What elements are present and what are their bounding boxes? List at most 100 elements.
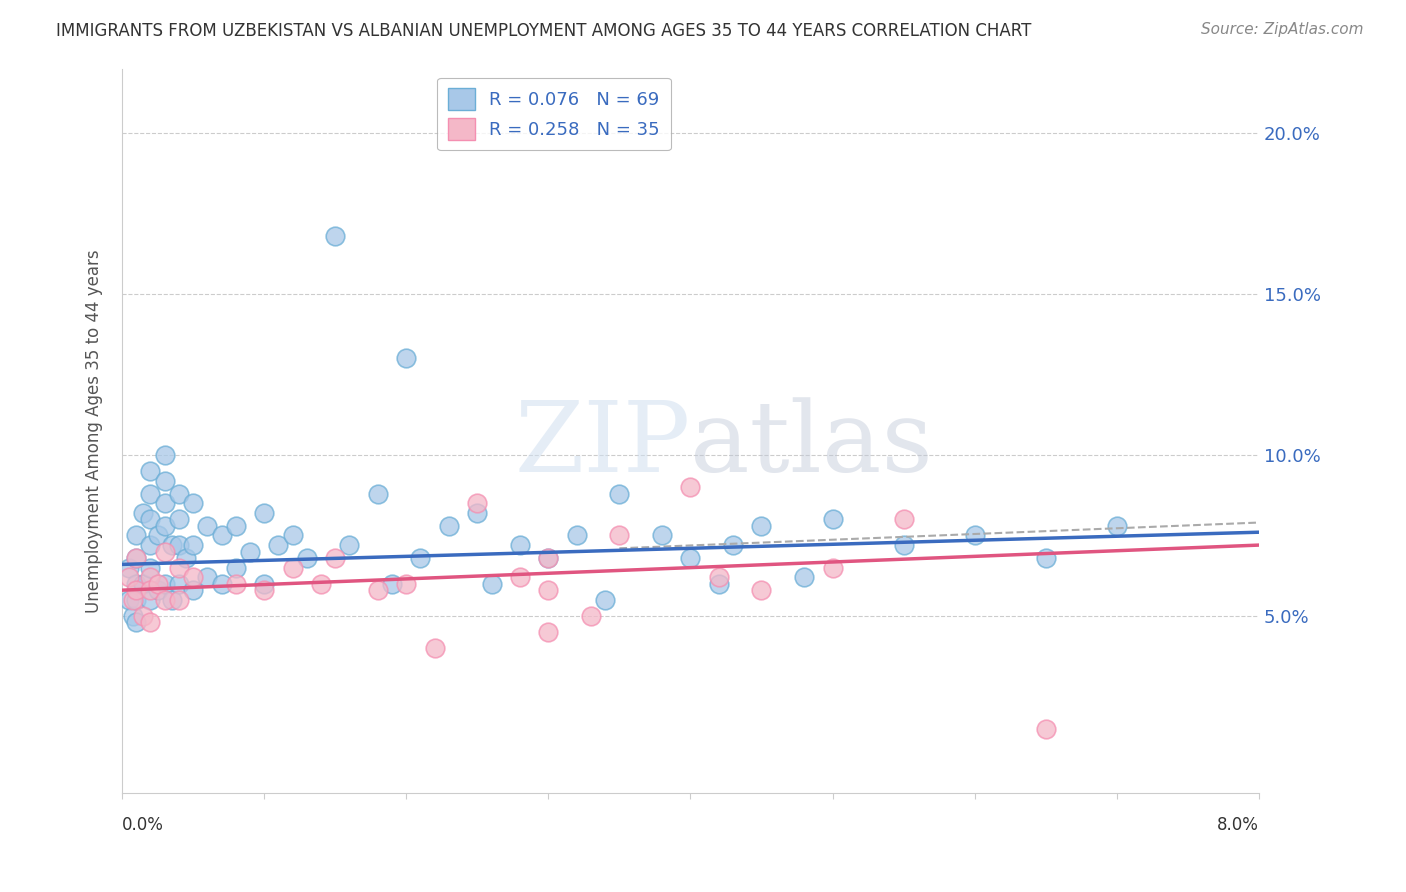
Point xyxy=(139,512,162,526)
Point xyxy=(139,486,162,500)
Point xyxy=(1035,551,1057,566)
Point xyxy=(146,528,169,542)
Point xyxy=(751,583,773,598)
Point xyxy=(122,609,145,624)
Point xyxy=(793,570,815,584)
Point xyxy=(125,583,148,598)
Point xyxy=(707,576,730,591)
Text: IMMIGRANTS FROM UZBEKISTAN VS ALBANIAN UNEMPLOYMENT AMONG AGES 35 TO 44 YEARS CO: IMMIGRANTS FROM UZBEKISTAN VS ALBANIAN U… xyxy=(56,22,1032,40)
Point xyxy=(323,229,346,244)
Point xyxy=(423,641,446,656)
Point xyxy=(195,570,218,584)
Point xyxy=(893,512,915,526)
Point xyxy=(465,506,488,520)
Point xyxy=(160,592,183,607)
Point xyxy=(139,560,162,574)
Point xyxy=(409,551,432,566)
Point xyxy=(323,551,346,566)
Point xyxy=(132,506,155,520)
Point xyxy=(153,544,176,558)
Point xyxy=(225,560,247,574)
Point xyxy=(118,560,141,574)
Point xyxy=(537,583,560,598)
Point xyxy=(132,609,155,624)
Point xyxy=(118,570,141,584)
Point xyxy=(125,592,148,607)
Point xyxy=(132,576,155,591)
Text: atlas: atlas xyxy=(690,397,934,493)
Text: 0.0%: 0.0% xyxy=(122,815,165,833)
Point xyxy=(167,538,190,552)
Point xyxy=(751,518,773,533)
Point xyxy=(707,570,730,584)
Point xyxy=(139,464,162,478)
Point xyxy=(253,583,276,598)
Point xyxy=(721,538,744,552)
Point xyxy=(195,518,218,533)
Point xyxy=(160,538,183,552)
Point xyxy=(181,583,204,598)
Point xyxy=(211,528,233,542)
Point xyxy=(225,518,247,533)
Point xyxy=(153,518,176,533)
Point xyxy=(537,625,560,640)
Point xyxy=(821,512,844,526)
Point xyxy=(267,538,290,552)
Point xyxy=(118,592,141,607)
Text: Source: ZipAtlas.com: Source: ZipAtlas.com xyxy=(1201,22,1364,37)
Point xyxy=(593,592,616,607)
Point xyxy=(679,551,702,566)
Point xyxy=(395,351,418,366)
Point xyxy=(167,486,190,500)
Point xyxy=(146,576,169,591)
Point xyxy=(167,576,190,591)
Point xyxy=(122,592,145,607)
Point xyxy=(821,560,844,574)
Point xyxy=(537,551,560,566)
Point xyxy=(125,576,148,591)
Point xyxy=(153,474,176,488)
Point xyxy=(181,496,204,510)
Point xyxy=(651,528,673,542)
Point xyxy=(153,576,176,591)
Point xyxy=(1105,518,1128,533)
Text: ZIP: ZIP xyxy=(515,397,690,493)
Point xyxy=(679,480,702,494)
Point xyxy=(125,528,148,542)
Point xyxy=(1035,722,1057,736)
Point xyxy=(465,496,488,510)
Point xyxy=(125,615,148,630)
Point xyxy=(225,576,247,591)
Point xyxy=(181,570,204,584)
Point xyxy=(139,592,162,607)
Point xyxy=(167,592,190,607)
Point xyxy=(153,448,176,462)
Point xyxy=(381,576,404,591)
Point xyxy=(481,576,503,591)
Point xyxy=(174,551,197,566)
Point xyxy=(609,528,631,542)
Point xyxy=(565,528,588,542)
Point xyxy=(167,512,190,526)
Point xyxy=(139,538,162,552)
Point xyxy=(339,538,361,552)
Point xyxy=(893,538,915,552)
Point xyxy=(139,615,162,630)
Point xyxy=(537,551,560,566)
Point xyxy=(139,583,162,598)
Point xyxy=(239,544,262,558)
Y-axis label: Unemployment Among Ages 35 to 44 years: Unemployment Among Ages 35 to 44 years xyxy=(86,249,103,613)
Point xyxy=(295,551,318,566)
Text: 8.0%: 8.0% xyxy=(1218,815,1258,833)
Point xyxy=(125,551,148,566)
Point xyxy=(125,551,148,566)
Point xyxy=(437,518,460,533)
Point xyxy=(139,570,162,584)
Point xyxy=(609,486,631,500)
Point xyxy=(579,609,602,624)
Point xyxy=(281,560,304,574)
Legend: R = 0.076   N = 69, R = 0.258   N = 35: R = 0.076 N = 69, R = 0.258 N = 35 xyxy=(437,78,671,151)
Point xyxy=(395,576,418,591)
Point xyxy=(167,560,190,574)
Point xyxy=(509,538,531,552)
